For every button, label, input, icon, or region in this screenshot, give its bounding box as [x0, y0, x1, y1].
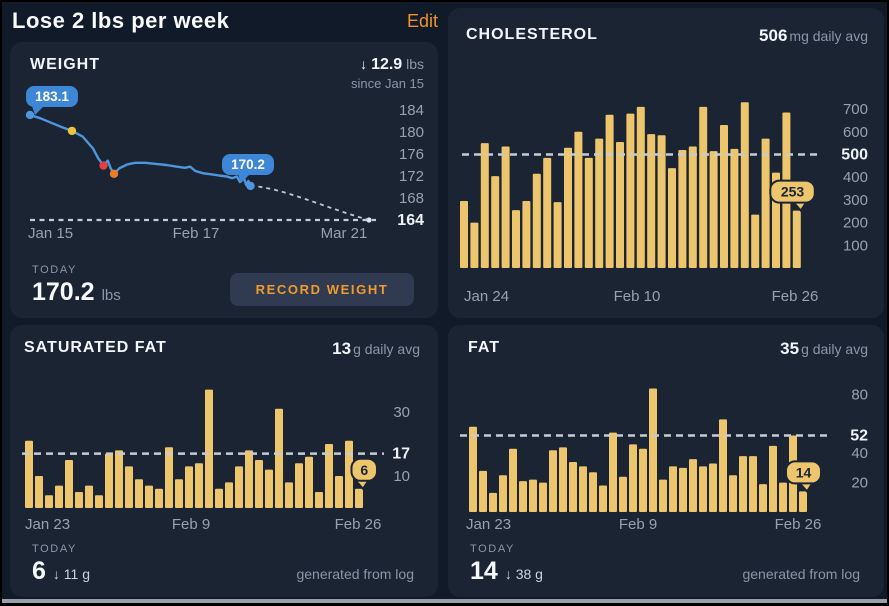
down-arrow-icon: ↓	[360, 56, 368, 72]
cholesterol-average-unit: mg daily avg	[789, 28, 868, 44]
saturated-fat-panel: SATURATED FAT 13 g daily avg 30 17 10 Jan 23…	[10, 325, 438, 597]
saturated-fat-title: SATURATED FAT	[24, 339, 167, 356]
cholesterol-average: 506 mg daily avg	[759, 26, 868, 46]
weight-today-unit: lbs	[101, 287, 121, 304]
weight-delta-main: ↓ 12.9 lbs	[351, 56, 424, 74]
fat-average-value: 35	[780, 339, 800, 358]
weight-today: TODAY 170.2 lbs	[32, 264, 121, 307]
svg-text:80: 80	[851, 386, 868, 403]
svg-text:10: 10	[393, 468, 410, 485]
weight-today-value-row: 170.2 lbs	[32, 278, 121, 307]
svg-text:168: 168	[399, 190, 424, 207]
svg-text:300: 300	[843, 192, 868, 209]
svg-text:30: 30	[393, 404, 410, 421]
cholesterol-bar-chart: 700 600 500 400 300 200 100 Jan 24 Feb 10 Feb 26 2…	[460, 101, 868, 305]
cholesterol-average-value: 506	[759, 26, 788, 45]
cholesterol-panel: CHOLESTEROL 506 mg daily avg 700 600 500 400…	[448, 8, 884, 318]
weight-panel-header: WEIGHT ↓ 12.9 lbs since Jan 15	[30, 56, 424, 91]
fat-today-label: TODAY	[470, 543, 515, 555]
weight-delta-value: 12.9	[371, 56, 403, 73]
svg-text:Feb 10: Feb 10	[614, 288, 661, 305]
svg-text:Jan 23: Jan 23	[25, 516, 70, 533]
svg-text:Feb 9: Feb 9	[619, 516, 657, 533]
svg-text:14: 14	[796, 464, 812, 480]
bottom-edge-strip	[2, 599, 887, 603]
page-header: Lose 2 lbs per week Edit	[12, 4, 438, 38]
svg-text:600: 600	[843, 124, 868, 141]
weight-title: WEIGHT	[30, 56, 100, 73]
fat-panel: FAT 35 g daily avg 80 52 40 20 Jan 23 Feb 9 Feb…	[448, 325, 884, 597]
svg-text:500: 500	[841, 147, 868, 164]
saturated-fat-today-value: 6	[32, 557, 46, 585]
fat-today-delta: ↓ 38 g	[504, 566, 543, 582]
cholesterol-title: CHOLESTEROL	[466, 26, 598, 43]
weight-delta-since: since Jan 15	[351, 76, 424, 91]
svg-text:400: 400	[843, 169, 868, 186]
svg-text:Feb 26: Feb 26	[772, 288, 819, 305]
svg-text:Jan 15: Jan 15	[28, 225, 73, 242]
svg-text:Jan 23: Jan 23	[466, 516, 511, 533]
svg-text:180: 180	[399, 124, 424, 141]
svg-text:100: 100	[843, 237, 868, 254]
saturated-fat-today: TODAY 6 ↓ 11 g	[32, 543, 90, 586]
fat-title: FAT	[468, 339, 501, 356]
saturated-fat-average: 13 g daily avg	[332, 339, 420, 359]
svg-text:6: 6	[360, 462, 368, 478]
page-title: Lose 2 lbs per week	[12, 8, 230, 33]
saturated-fat-average-value: 13	[332, 339, 352, 358]
fat-average-unit: g daily avg	[801, 341, 868, 357]
cholesterol-panel-header: CHOLESTEROL 506 mg daily avg	[466, 26, 868, 46]
weight-today-label: TODAY	[32, 264, 77, 276]
svg-text:Jan 24: Jan 24	[464, 288, 509, 305]
fat-today: TODAY 14 ↓ 38 g	[470, 543, 543, 586]
svg-text:700: 700	[843, 101, 868, 118]
weight-today-value: 170.2	[32, 278, 95, 306]
saturated-fat-today-label: TODAY	[32, 543, 77, 555]
svg-text:Mar 21: Mar 21	[321, 225, 368, 242]
svg-text:184: 184	[399, 102, 424, 119]
svg-text:52: 52	[850, 428, 868, 445]
svg-text:20: 20	[851, 475, 868, 492]
svg-text:Feb 17: Feb 17	[173, 225, 220, 242]
svg-text:176: 176	[399, 146, 424, 163]
svg-text:Feb 9: Feb 9	[172, 516, 210, 533]
fat-footnote: generated from log	[742, 566, 860, 582]
svg-text:17: 17	[392, 446, 410, 463]
svg-text:170.2: 170.2	[231, 157, 265, 172]
svg-text:253: 253	[781, 184, 805, 200]
svg-text:Feb 26: Feb 26	[335, 516, 382, 533]
saturated-fat-today-delta: ↓ 11 g	[52, 566, 91, 582]
fat-average: 35 g daily avg	[780, 339, 868, 359]
weight-panel: WEIGHT ↓ 12.9 lbs since Jan 15 184 180 176…	[10, 42, 438, 318]
fat-panel-header: FAT 35 g daily avg	[468, 339, 868, 359]
fat-today-row: 14 ↓ 38 g	[470, 557, 543, 586]
svg-text:40: 40	[851, 445, 868, 462]
fat-today-value: 14	[470, 557, 498, 585]
edit-button[interactable]: Edit	[406, 10, 438, 31]
svg-text:200: 200	[843, 215, 868, 232]
svg-text:164: 164	[397, 212, 424, 229]
record-weight-button[interactable]: RECORD WEIGHT	[230, 273, 414, 306]
saturated-fat-footnote: generated from log	[296, 566, 414, 582]
svg-text:183.1: 183.1	[35, 89, 69, 104]
svg-text:172: 172	[399, 168, 424, 185]
svg-text:Feb 26: Feb 26	[775, 516, 822, 533]
saturated-fat-today-row: 6 ↓ 11 g	[32, 557, 90, 586]
saturated-fat-panel-header: SATURATED FAT 13 g daily avg	[24, 339, 420, 359]
weight-delta: ↓ 12.9 lbs since Jan 15	[351, 56, 424, 91]
saturated-fat-average-unit: g daily avg	[353, 341, 420, 357]
weight-delta-unit: lbs	[406, 56, 424, 72]
